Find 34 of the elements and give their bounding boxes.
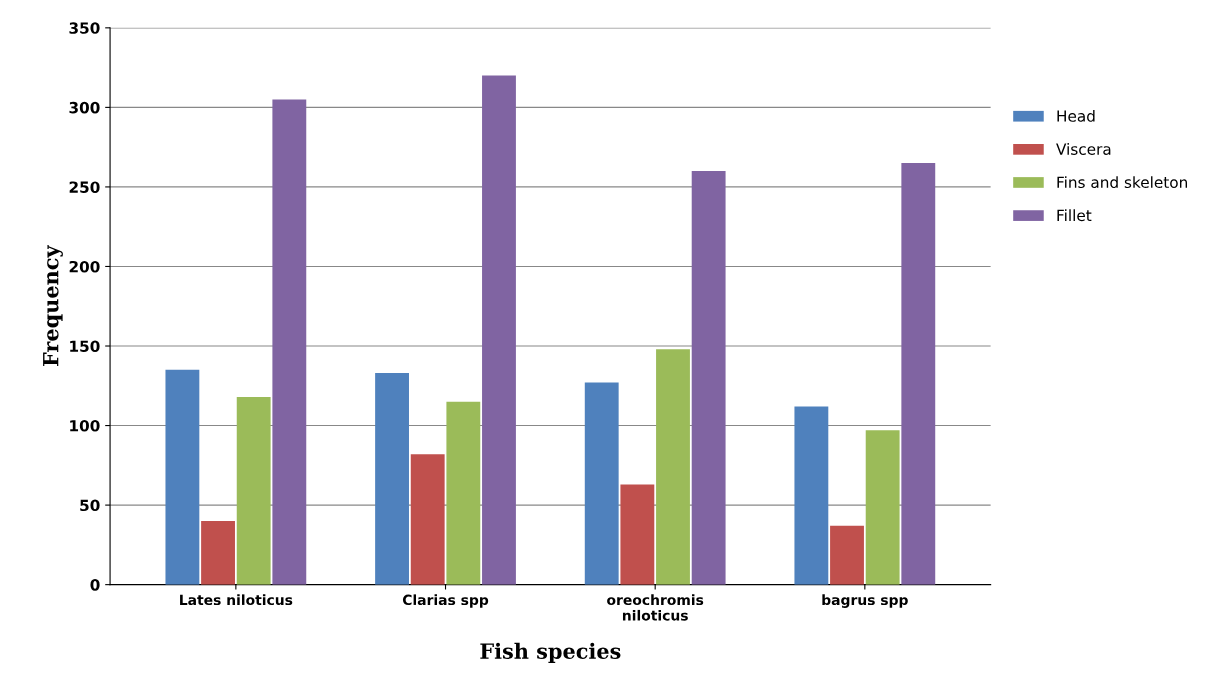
bar [165,369,200,585]
x-tick-label: Lates niloticus [180,594,293,606]
y-tick-label: 0 [90,579,100,591]
bar [272,99,307,585]
y-tick-label: 350 [69,22,100,34]
bar [656,349,690,585]
legend-label: Viscera [1056,143,1111,155]
y-tick-label: 250 [69,181,100,193]
bar [201,521,235,585]
legend-label: Fillet [1057,209,1092,222]
bar [482,75,516,585]
y-tick-label: 100 [70,420,100,432]
x-tick-label: Clarias spp [402,594,489,608]
y-tick-label: 150 [70,340,100,353]
legend-label: Fins and skeleton [1057,176,1188,189]
bar [620,484,655,585]
bar [446,401,481,585]
bar [865,430,900,585]
bar [584,382,619,585]
x-axis-title: Fish species [480,642,621,663]
bar [794,406,829,585]
bar [375,373,409,585]
bar [410,454,445,585]
y-tick-label: 50 [80,499,100,512]
x-tick-label: bagrus spp [822,594,908,608]
y-tick-label: 300 [69,101,100,114]
bar [236,396,271,585]
legend-label: Head [1057,109,1095,122]
bar [901,163,936,585]
y-axis-title: Frequency [43,244,63,367]
bar [830,525,864,585]
bar [691,171,726,585]
x-tick-label: oreochromis niloticus [607,594,704,621]
y-tick-label: 200 [69,260,100,273]
